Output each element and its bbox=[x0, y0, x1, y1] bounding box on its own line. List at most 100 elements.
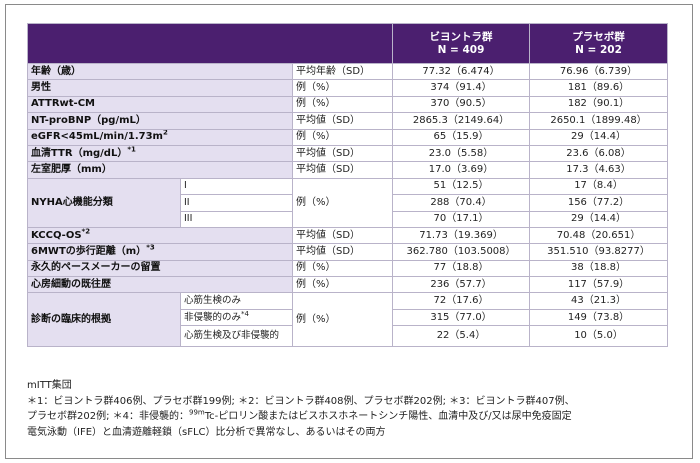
row-label: NYHA心機能分類 bbox=[27, 177, 181, 228]
footnote-text: Tc-ピロリン酸またはビスホスホネートシンチ陽性、血清中及び/又は尿中免疫固定 bbox=[204, 411, 572, 422]
row-stat: 平均値（SD） bbox=[291, 161, 394, 179]
row-value-group2: 23.6（6.08） bbox=[529, 144, 669, 163]
row-value-group2: 351.510（93.8277） bbox=[529, 243, 669, 261]
row-stat: 平均値（SD） bbox=[291, 112, 394, 130]
row-value-group1: 288（70.4） bbox=[392, 194, 531, 212]
row-label-cell: 6MWTの歩行距離（m）*3 bbox=[27, 243, 293, 261]
row-label-cell: 血清TTR（mg/dL）*1 bbox=[27, 144, 293, 163]
isotope-superscript: 99m bbox=[189, 408, 205, 417]
table-row: 左室肥厚（mm） 平均値（SD） 17.0（3.69） 17.3（4.63） bbox=[27, 161, 669, 179]
row-label: 年齢（歳） bbox=[27, 62, 293, 81]
row-value-group2: 38（18.8） bbox=[529, 259, 669, 278]
row-stat: 平均値（SD） bbox=[291, 226, 394, 245]
row-value-group1: 370（90.5） bbox=[392, 95, 531, 114]
row-value-group1: 70（17.1） bbox=[392, 210, 531, 228]
row-stat: 例（%） bbox=[291, 292, 394, 348]
table-row: eGFR<45mL/min/1.73m2 例（%） 65（15.9） 29（14… bbox=[27, 128, 669, 146]
table-row: 血清TTR（mg/dL）*1 平均値（SD） 23.0（5.58） 23.6（6… bbox=[27, 144, 669, 163]
row-value-group1: 71.73（19.369） bbox=[392, 226, 531, 245]
row-value-group1: 17.0（3.69） bbox=[392, 161, 531, 179]
header-group1: ビヨントラ群 N = 409 bbox=[392, 23, 531, 64]
footnote-marker: *1 bbox=[127, 145, 136, 154]
footnote-marker: *3 bbox=[146, 243, 155, 252]
row-label: ATTRwt-CM bbox=[27, 95, 293, 114]
population-note: mITT集団 bbox=[27, 380, 72, 391]
footnote-marker: *4 bbox=[241, 309, 249, 318]
row-value-group2: 29（14.4） bbox=[529, 128, 669, 146]
footnotes: mITT集団 ＊1：ビヨントラ群406例、プラセボ群199例; ＊2：ビヨントラ… bbox=[27, 378, 687, 440]
table-row: ATTRwt-CM 例（%） 370（90.5） 182（90.1） bbox=[27, 95, 669, 114]
row-value-group1: 51（12.5） bbox=[392, 177, 531, 196]
row-value-group2: 156（77.2） bbox=[529, 194, 669, 212]
row-value-group1: 374（91.4） bbox=[392, 79, 531, 97]
row-sublabel: 心筋生検のみ bbox=[180, 292, 293, 310]
footnote-line: 電気泳動（IFE）と血清遊離軽鎖（sFLC）比分析で異常なし、あるいはその両方 bbox=[27, 426, 386, 438]
row-value-group1: 22（5.4） bbox=[392, 325, 531, 348]
table-row: KCCQ-OS*2 平均値（SD） 71.73（19.369） 70.48（20… bbox=[27, 226, 669, 245]
row-value-group2: 10（5.0） bbox=[529, 325, 669, 348]
row-label: 診断の臨床的根拠 bbox=[27, 292, 181, 348]
row-value-group2: 29（14.4） bbox=[529, 210, 669, 228]
row-value-group1: 236（57.7） bbox=[392, 276, 531, 294]
header-blank-cell bbox=[26, 23, 394, 64]
row-label: 血清TTR（mg/dL） bbox=[31, 147, 128, 159]
table-row: NYHA心機能分類 I 例（%） 51（12.5） 17（8.4） bbox=[27, 177, 669, 228]
row-label: KCCQ-OS bbox=[31, 229, 82, 241]
row-stat: 平均値（SD） bbox=[291, 144, 394, 163]
row-sublabel: III bbox=[180, 210, 293, 228]
row-value-group2: 182（90.1） bbox=[529, 95, 669, 114]
row-value-group1: 362.780（103.5008） bbox=[392, 243, 531, 261]
row-value-group1: 23.0（5.58） bbox=[392, 144, 531, 163]
row-value-group2: 43（21.3） bbox=[529, 292, 669, 310]
table-row: 心房細動の既往歴 例（%） 236（57.7） 117（57.9） bbox=[27, 276, 669, 294]
row-value-group1: 315（77.0） bbox=[392, 308, 531, 327]
row-stat: 平均値（SD） bbox=[291, 243, 394, 261]
table-row: 非侵襲的のみ*4 315（77.0） 149（73.8） bbox=[28, 308, 669, 327]
table-row: 男性 例（%） 374（91.4） 181（89.6） bbox=[27, 79, 669, 97]
row-sublabel: 心筋生検及び非侵襲的 bbox=[180, 325, 293, 348]
row-stat: 例（%） bbox=[291, 177, 394, 228]
row-value-group1: 77（18.8） bbox=[392, 259, 531, 278]
row-label-cell: eGFR<45mL/min/1.73m2 bbox=[27, 128, 293, 146]
row-stat: 例（%） bbox=[291, 259, 394, 278]
row-sublabel-cell: 非侵襲的のみ*4 bbox=[180, 308, 293, 327]
row-stat: 例（%） bbox=[291, 128, 394, 146]
group1-n: N = 409 bbox=[437, 43, 485, 56]
footnote-line: ＊1：ビヨントラ群406例、プラセボ群199例; ＊2：ビヨントラ群408例、プ… bbox=[27, 395, 575, 407]
row-sublabel: I bbox=[180, 177, 293, 196]
table-row: NT-proBNP（pg/mL） 平均値（SD） 2865.3（2149.64）… bbox=[27, 112, 669, 130]
footnote-marker: *2 bbox=[81, 227, 91, 236]
row-label: NT-proBNP（pg/mL） bbox=[27, 112, 293, 130]
row-stat: 例（%） bbox=[291, 95, 394, 114]
document-frame bbox=[5, 4, 693, 459]
row-value-group1: 65（15.9） bbox=[392, 128, 531, 146]
row-value-group2: 17（8.4） bbox=[529, 177, 669, 196]
table-header-row: ビヨントラ群 N = 409 プラセボ群 N = 202 bbox=[26, 23, 669, 64]
table-row: 永久的ペースメーカーの留置 例（%） 77（18.8） 38（18.8） bbox=[27, 259, 669, 278]
row-label: 永久的ペースメーカーの留置 bbox=[27, 259, 293, 278]
row-value-group2: 181（89.6） bbox=[529, 79, 669, 97]
row-value-group1: 77.32（6.474） bbox=[392, 62, 531, 81]
row-label: 男性 bbox=[27, 79, 293, 97]
row-value-group2: 2650.1（1899.48） bbox=[529, 112, 669, 130]
row-sublabel: II bbox=[180, 194, 293, 212]
row-sublabel: 非侵襲的のみ bbox=[184, 311, 242, 323]
table-row: 診断の臨床的根拠 心筋生検のみ 例（%） 72（17.6） 43（21.3） bbox=[27, 292, 669, 348]
row-value-group2: 70.48（20.651） bbox=[529, 226, 669, 245]
table-row: 年齢（歳） 平均年齢（SD） 77.32（6.474） 76.96（6.739） bbox=[27, 62, 669, 81]
row-value-group2: 17.3（4.63） bbox=[529, 161, 669, 179]
group2-n: N = 202 bbox=[575, 43, 622, 56]
row-label: 心房細動の既往歴 bbox=[27, 276, 293, 294]
baseline-table: ビヨントラ群 N = 409 プラセボ群 N = 202 年齢（歳） 平均年齢（… bbox=[26, 23, 669, 348]
row-stat: 平均年齢（SD） bbox=[291, 62, 394, 81]
row-value-group2: 149（73.8） bbox=[529, 308, 669, 327]
row-label: 6MWTの歩行距離（m） bbox=[31, 245, 147, 257]
row-stat: 例（%） bbox=[291, 276, 394, 294]
row-stat: 例（%） bbox=[291, 79, 394, 97]
row-value-group1: 72（17.6） bbox=[392, 292, 531, 310]
row-value-group1: 2865.3（2149.64） bbox=[392, 112, 531, 130]
label-superscript: 2 bbox=[162, 129, 168, 137]
table-row: 心筋生検及び非侵襲的 22（5.4） 10（5.0） bbox=[28, 325, 669, 348]
table-row: 6MWTの歩行距離（m）*3 平均値（SD） 362.780（103.5008）… bbox=[27, 243, 669, 261]
group2-name: プラセボ群 bbox=[572, 30, 625, 43]
